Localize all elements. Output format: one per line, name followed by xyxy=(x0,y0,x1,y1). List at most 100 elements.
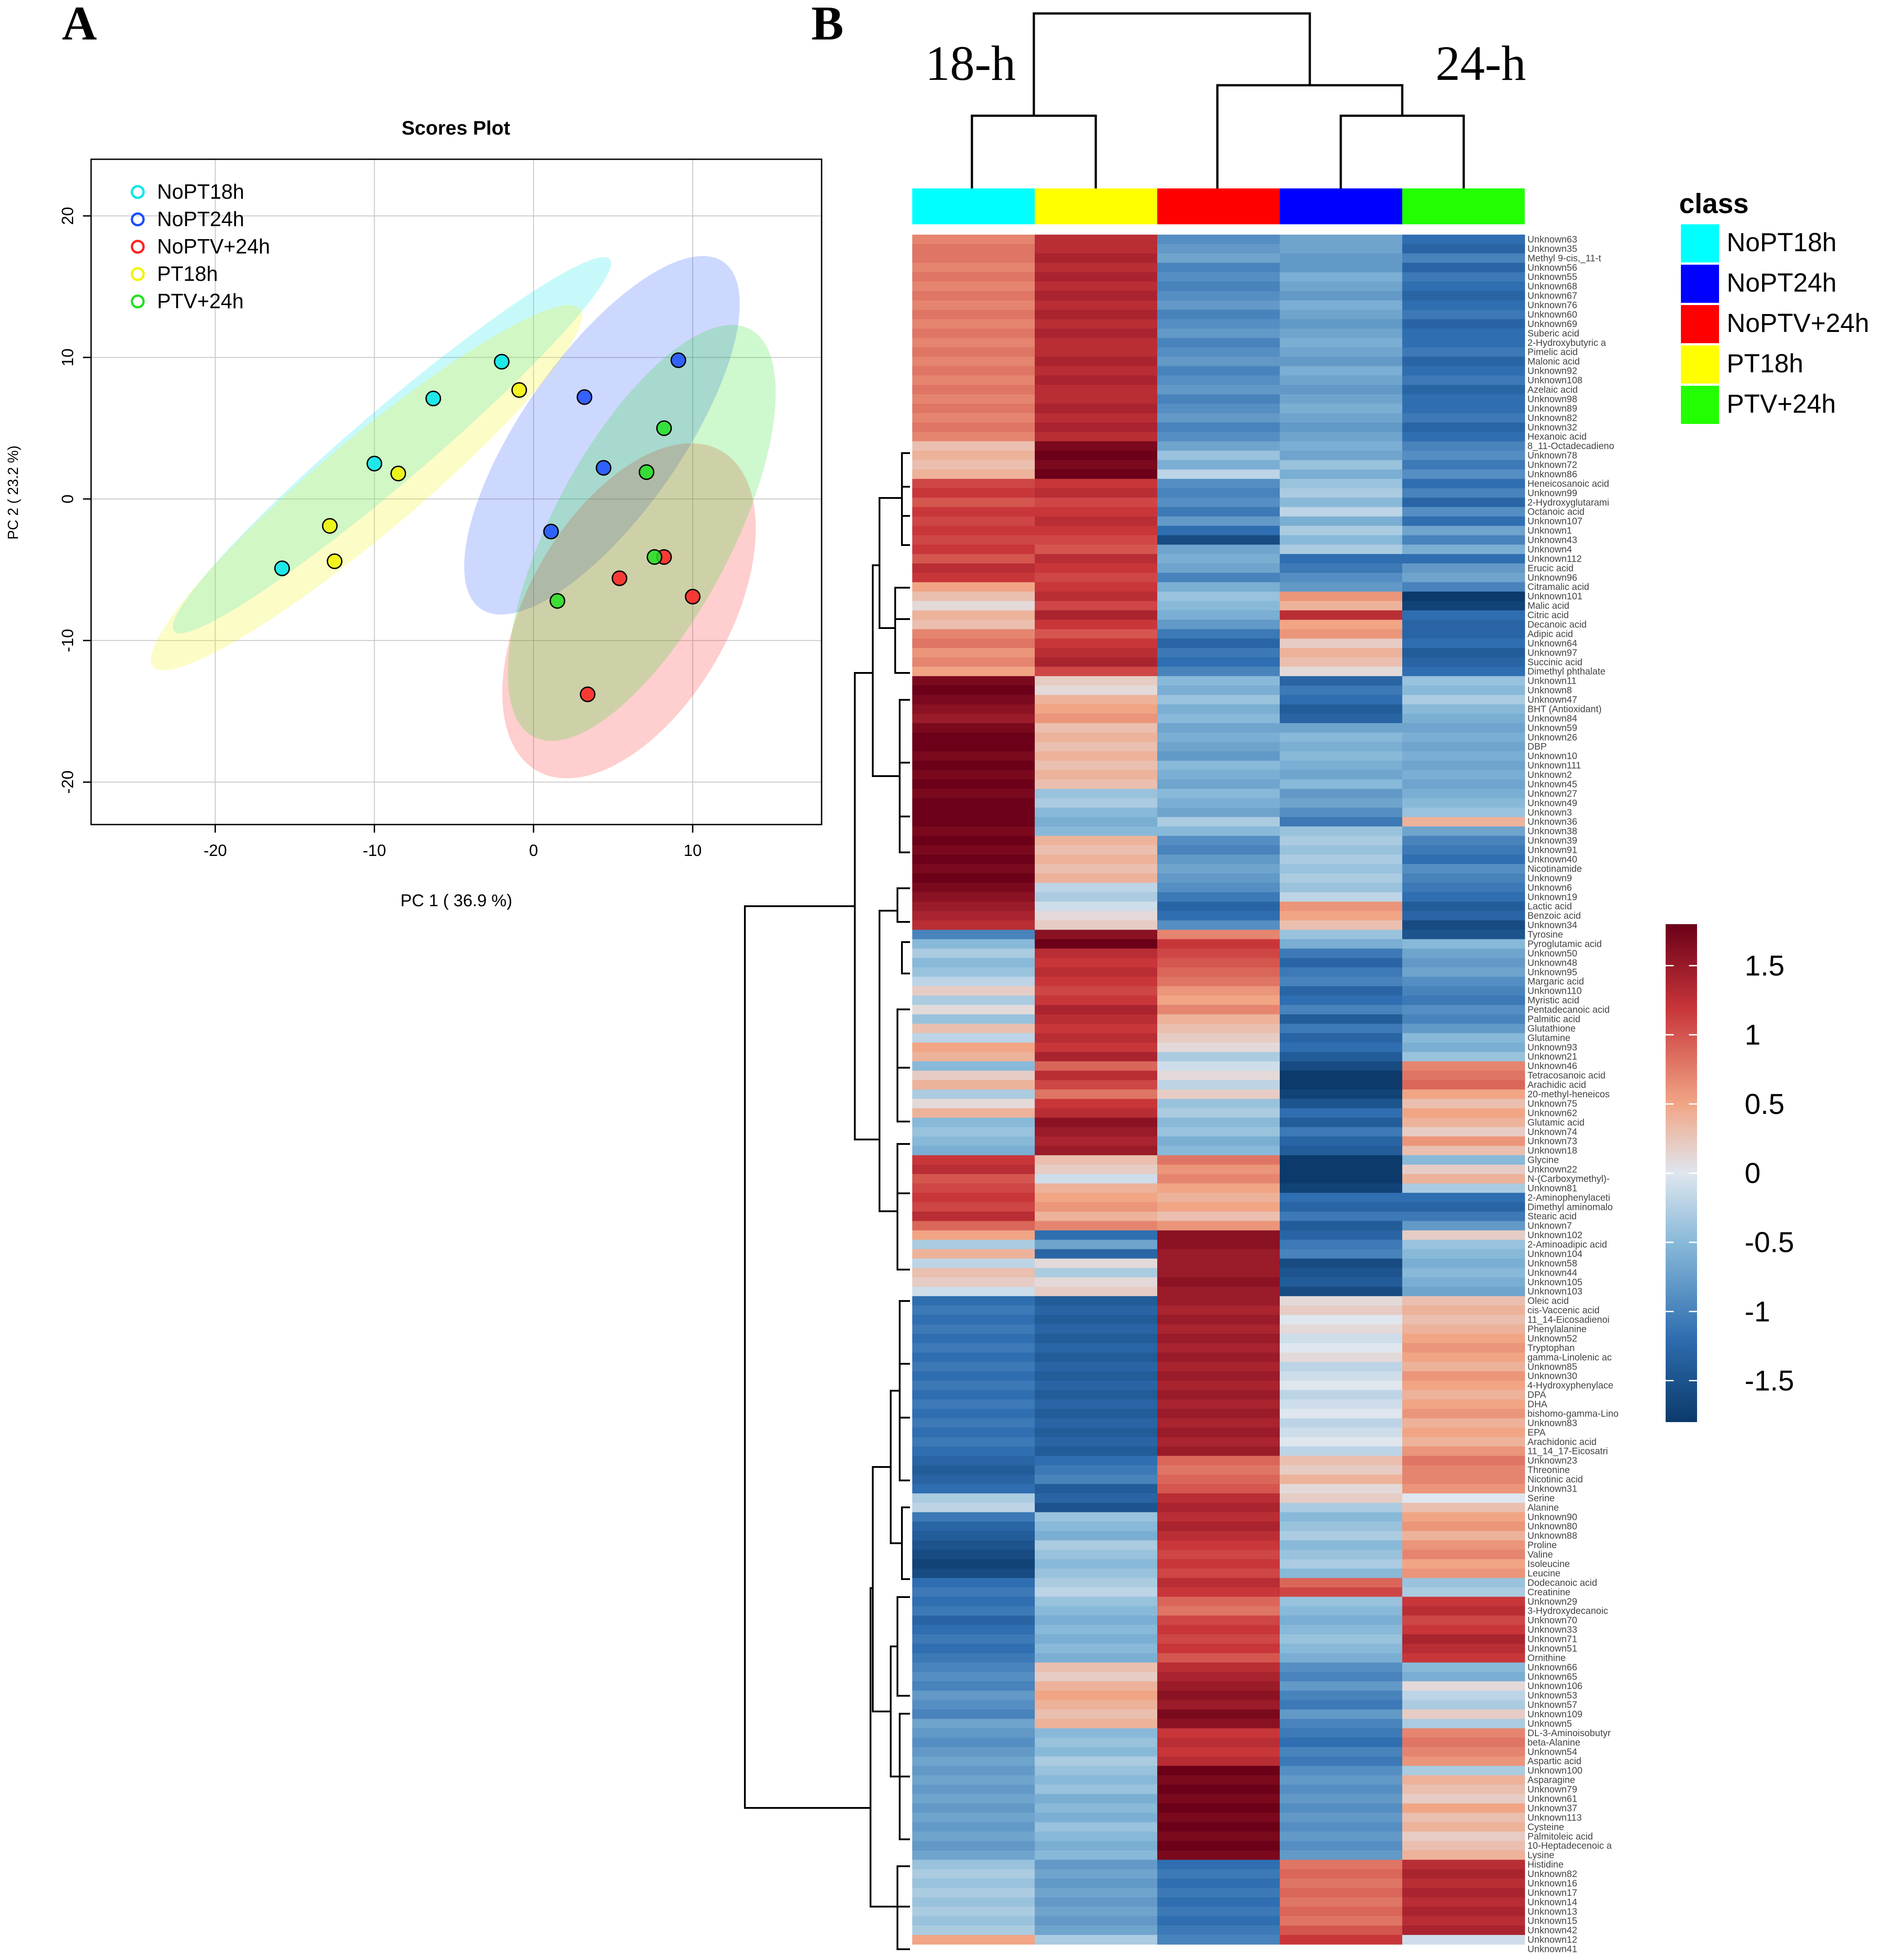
row-label: Unknown54 xyxy=(1527,1747,1577,1757)
heatmap-cell xyxy=(1280,742,1403,752)
legend-label-pt18h: PT18h xyxy=(157,262,218,285)
heatmap-cell xyxy=(1402,1550,1525,1560)
legend-marker-pt18h xyxy=(131,267,145,281)
panel-label-b: B xyxy=(811,0,844,50)
row-label: Arachidonic acid xyxy=(1527,1437,1597,1447)
heatmap-cell xyxy=(1280,1737,1403,1747)
heatmap-cell xyxy=(1280,516,1403,526)
heatmap-cell xyxy=(1280,572,1403,583)
heatmap-cell xyxy=(912,1653,1035,1663)
heatmap-cell xyxy=(1035,1587,1158,1597)
heatmap-cell xyxy=(1157,1155,1280,1165)
heatmap-cell xyxy=(1280,535,1403,545)
heatmap-cell xyxy=(1157,601,1280,611)
heatmap-cell xyxy=(1157,713,1280,724)
heatmap-cell xyxy=(1280,873,1403,883)
heatmap-cell xyxy=(912,836,1035,846)
heatmap-cell xyxy=(1402,882,1525,893)
heatmap-cell xyxy=(1035,958,1158,968)
heatmap-cell xyxy=(1157,1371,1280,1381)
heatmap-cell xyxy=(1280,1878,1403,1889)
heatmap-cell xyxy=(1280,638,1403,648)
class-legend-swatch-ptv-24h xyxy=(1681,386,1719,424)
row-label: Glutamine xyxy=(1527,1033,1571,1043)
row-label: Unknown23 xyxy=(1527,1456,1577,1466)
heatmap-cell xyxy=(1402,1662,1525,1672)
heatmap-cell xyxy=(912,892,1035,902)
heatmap-cell xyxy=(1402,789,1525,799)
row-label: Unknown55 xyxy=(1527,272,1577,282)
row-label: Unknown38 xyxy=(1527,826,1577,837)
heatmap-cell xyxy=(1402,1860,1525,1870)
heatmap-cell xyxy=(1280,836,1403,846)
heatmap-cell xyxy=(1280,460,1403,470)
heatmap-cell xyxy=(912,1146,1035,1156)
y-tick-label: -10 xyxy=(58,629,77,652)
heatmap-cell xyxy=(1402,300,1525,310)
heatmap-cell xyxy=(1280,939,1403,949)
heatmap-cell xyxy=(1157,1399,1280,1410)
heatmap-cell xyxy=(1035,638,1158,648)
row-label: Unknown18 xyxy=(1527,1146,1577,1156)
heatmap-cell xyxy=(1035,873,1158,883)
row-label: Unknown67 xyxy=(1527,291,1577,301)
heatmap-cell xyxy=(912,1597,1035,1606)
row-label: Pentadecanoic acid xyxy=(1527,1005,1610,1015)
heatmap-cell xyxy=(1402,1052,1525,1062)
heatmap-cell xyxy=(1035,347,1158,357)
heatmap-cell xyxy=(1402,1352,1525,1362)
class-bar-noptv-24h xyxy=(1157,188,1280,224)
heatmap-cell xyxy=(912,1108,1035,1118)
heatmap-cell xyxy=(912,1099,1035,1109)
heatmap-cell xyxy=(1402,432,1525,442)
heatmap-cell xyxy=(1035,1258,1158,1268)
row-label: Unknown53 xyxy=(1527,1690,1577,1701)
heatmap-cell xyxy=(1035,939,1158,949)
heatmap-cell xyxy=(1280,1202,1403,1212)
row-label: Unknown86 xyxy=(1527,469,1577,480)
heatmap-cell xyxy=(1402,855,1525,864)
heatmap-cell xyxy=(1280,1287,1403,1296)
heatmap-cell xyxy=(1402,338,1525,348)
heatmap-cell xyxy=(912,657,1035,667)
heatmap-cell xyxy=(912,357,1035,367)
heatmap-cell xyxy=(1035,328,1158,338)
row-label: Proline xyxy=(1527,1540,1557,1550)
heatmap-cell xyxy=(1157,789,1280,799)
heatmap-cell xyxy=(1402,892,1525,902)
heatmap-cell xyxy=(1402,1709,1525,1720)
heatmap-cell xyxy=(1035,1118,1158,1127)
row-label: bishomo-gamma-Lino xyxy=(1527,1409,1619,1419)
heatmap-cell xyxy=(1157,1578,1280,1588)
heatmap-cell xyxy=(1157,920,1280,930)
row-label: Unknown84 xyxy=(1527,713,1577,724)
heatmap-cell xyxy=(1157,357,1280,367)
row-label: Margaric acid xyxy=(1527,977,1584,987)
row-label: 2-Hydroxybutyric a xyxy=(1527,338,1606,348)
heatmap-cell xyxy=(1157,291,1280,301)
heatmap-cell xyxy=(1402,1625,1525,1635)
heatmap-cell xyxy=(1402,450,1525,461)
point-nopt18h xyxy=(494,354,510,370)
heatmap-cell xyxy=(1035,394,1158,404)
heatmap-cell xyxy=(912,620,1035,630)
heatmap-cell xyxy=(912,253,1035,263)
heatmap-cell xyxy=(1402,1192,1525,1203)
heatmap-cell xyxy=(1035,450,1158,461)
heatmap-cell xyxy=(1035,1728,1158,1738)
scores-plot-grid xyxy=(91,159,822,825)
heatmap-cell xyxy=(1035,1399,1158,1410)
row-label: Unknown9 xyxy=(1527,873,1572,883)
heatmap-cell xyxy=(1157,535,1280,545)
row-label: Cysteine xyxy=(1527,1822,1564,1832)
y-tick-label: 10 xyxy=(58,349,77,367)
row-label: cis-Vaccenic acid xyxy=(1527,1305,1600,1316)
heatmap-cell xyxy=(1402,939,1525,949)
heatmap-cell xyxy=(1280,789,1403,799)
heatmap-cell xyxy=(1402,986,1525,996)
heatmap-cell xyxy=(1035,1615,1158,1625)
heatmap-cell xyxy=(912,1174,1035,1184)
heatmap-cell xyxy=(1035,1380,1158,1391)
row-label: Unknown34 xyxy=(1527,920,1577,930)
heatmap-cell xyxy=(912,1681,1035,1691)
